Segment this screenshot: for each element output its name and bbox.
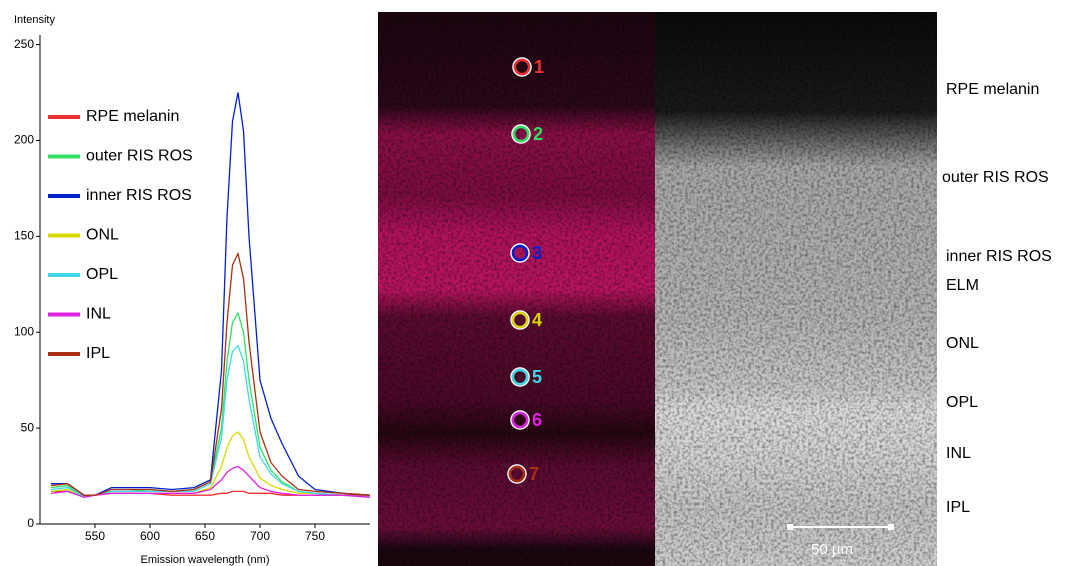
layer-label: INL	[946, 445, 971, 462]
marker-ring	[510, 410, 530, 430]
x-tick-label: 600	[140, 529, 160, 543]
spectrum-line	[50, 311, 371, 498]
layer-label: inner RIS ROS	[946, 248, 1052, 265]
spectrum-line	[50, 431, 371, 498]
marker-ring	[511, 311, 529, 329]
legend-label: RPE melanin	[86, 108, 179, 125]
scale-bar-end	[787, 524, 793, 530]
marker-ring	[511, 124, 531, 144]
y-tick-label: 250	[14, 37, 34, 51]
marker-number: 4	[532, 310, 542, 330]
legend-label: outer RIS ROS	[86, 148, 193, 165]
marker-ring	[513, 58, 531, 76]
brightfield-texture	[655, 12, 937, 566]
y-axis-label: Intensity	[14, 14, 55, 26]
marker-number: 6	[532, 410, 542, 430]
marker-ring	[510, 367, 530, 387]
spectrum-line	[50, 344, 371, 498]
layer-label: ELM	[946, 277, 979, 294]
spectrum-line	[51, 92, 371, 496]
fluorescence-texture	[378, 12, 655, 566]
x-tick-label: 550	[85, 529, 105, 543]
marker-ring	[511, 411, 529, 429]
marker-number: 7	[529, 464, 539, 484]
x-tick-label: 650	[195, 529, 215, 543]
scale-bar-end	[888, 524, 894, 530]
marker-number: 5	[532, 367, 542, 387]
legend-label: inner RIS ROS	[86, 187, 192, 204]
marker-number: 3	[532, 243, 542, 263]
layer-label: ONL	[946, 335, 979, 352]
scale-bar-label: 50 µm	[811, 541, 853, 558]
y-tick-label: 50	[21, 420, 35, 434]
y-tick-label: 0	[27, 516, 34, 530]
layer-label: outer RIS ROS	[942, 169, 1049, 186]
layer-label: IPL	[946, 499, 970, 516]
marker-ring	[510, 243, 530, 263]
legend-label: INL	[86, 306, 111, 323]
marker-ring	[508, 465, 526, 483]
marker-ring	[512, 125, 530, 143]
marker-ring	[507, 464, 527, 484]
marker-ring	[510, 310, 530, 330]
legend-label: IPL	[86, 345, 110, 362]
marker-number: 2	[533, 124, 543, 144]
marker-ring	[511, 244, 529, 262]
x-axis-label: Emission wavelength (nm)	[141, 554, 270, 566]
marker-ring	[512, 57, 532, 77]
y-tick-label: 200	[14, 133, 34, 147]
marker-ring	[511, 368, 529, 386]
marker-number: 1	[534, 57, 544, 77]
x-tick-label: 700	[250, 529, 270, 543]
spectrum-line	[50, 251, 371, 496]
x-tick-label: 750	[305, 529, 325, 543]
y-tick-label: 150	[14, 229, 34, 243]
layer-label: RPE melanin	[946, 81, 1039, 98]
spectrum-line	[50, 465, 371, 498]
legend-label: ONL	[86, 227, 119, 244]
legend-label: OPL	[86, 266, 118, 283]
layer-label: OPL	[946, 394, 978, 411]
y-tick-label: 100	[14, 324, 34, 338]
